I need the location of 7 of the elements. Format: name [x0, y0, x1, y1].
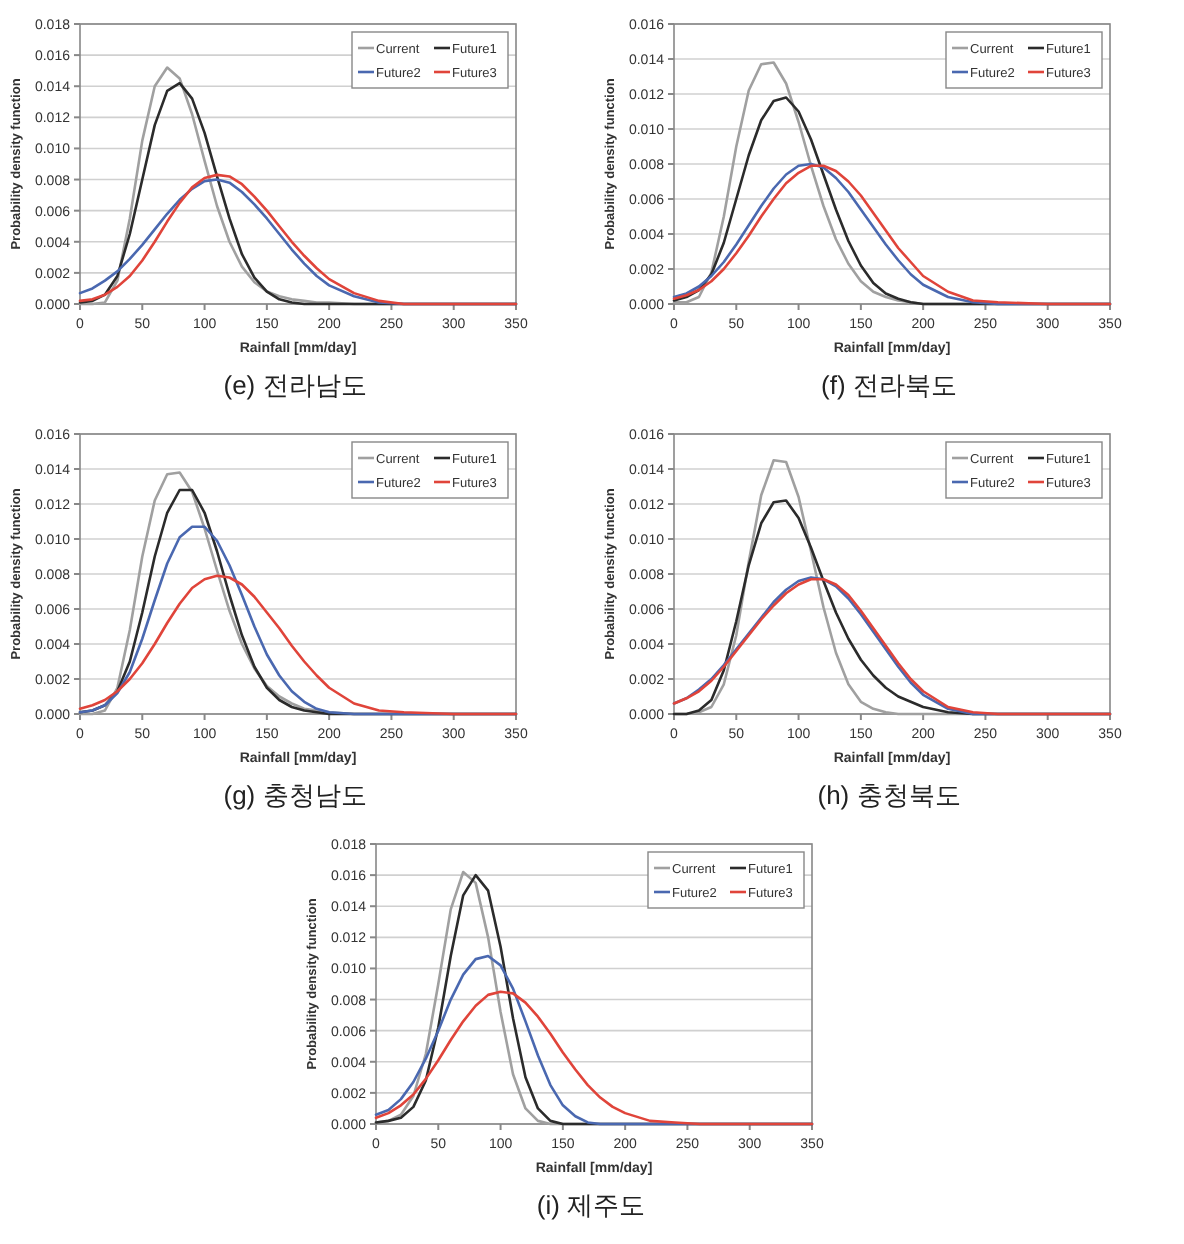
- text: (e) 전라남도: [223, 370, 367, 400]
- line-series: [78, 574, 518, 716]
- text: (f) 전라북도: [821, 370, 957, 400]
- text: (h) 충청북도: [817, 780, 961, 810]
- line-series: [374, 990, 814, 1126]
- text: (i) 제주도: [536, 1190, 646, 1220]
- text: (g) 충청남도: [223, 780, 367, 810]
